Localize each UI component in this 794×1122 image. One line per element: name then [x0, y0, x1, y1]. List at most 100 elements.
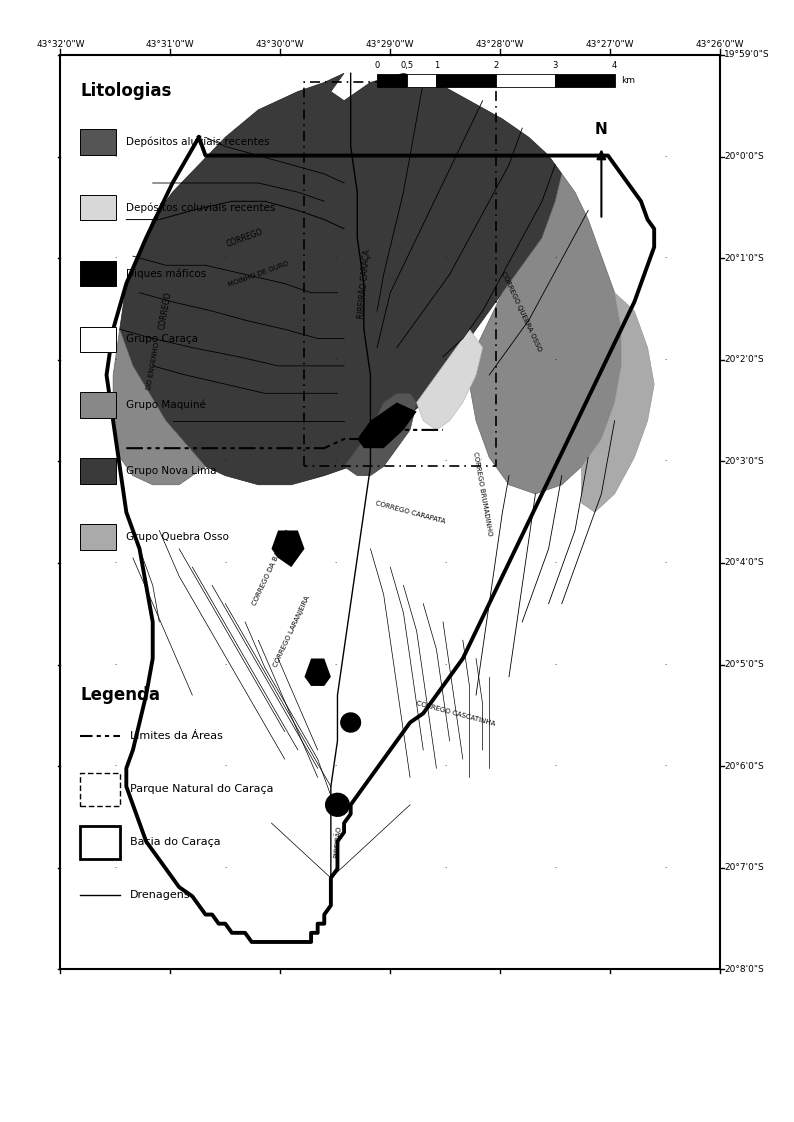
Text: Depósitos coluviais recentes: Depósitos coluviais recentes	[126, 202, 276, 213]
Text: 0,5: 0,5	[400, 61, 414, 70]
Bar	[80, 826, 120, 858]
Text: Bacia do Caraça: Bacia do Caraça	[129, 837, 220, 847]
Text: ·: ·	[444, 865, 446, 871]
Text: ·: ·	[114, 560, 117, 565]
Text: ·: ·	[554, 560, 557, 565]
Text: ·: ·	[114, 966, 117, 973]
Polygon shape	[272, 531, 304, 567]
Bar	[80, 195, 117, 221]
Text: ·: ·	[444, 357, 446, 362]
Point	[115, 729, 125, 743]
Text: ·: ·	[554, 255, 557, 261]
Bar	[437, 74, 495, 88]
Text: ·: ·	[664, 255, 666, 261]
Text: CÓRREGO DA BALAGEM: CÓRREGO DA BALAGEM	[251, 528, 292, 606]
Text: ·: ·	[554, 357, 557, 362]
Text: ·: ·	[224, 662, 226, 668]
Text: ·: ·	[664, 966, 666, 973]
Text: 0: 0	[375, 61, 380, 70]
Text: ·: ·	[334, 966, 337, 973]
Text: ·: ·	[554, 154, 557, 159]
Text: 43°28'0"W: 43°28'0"W	[476, 40, 525, 49]
Text: ·: ·	[114, 255, 117, 261]
Text: ·: ·	[664, 662, 666, 668]
Text: 43°31'0"W: 43°31'0"W	[146, 40, 195, 49]
Text: 20°0'0"S: 20°0'0"S	[724, 153, 764, 162]
Bar	[80, 327, 117, 352]
Text: Limites da Áreas: Limites da Áreas	[129, 732, 222, 742]
Text: ·: ·	[224, 255, 226, 261]
Polygon shape	[344, 394, 417, 476]
Text: MOINHO DE OURO: MOINHO DE OURO	[227, 260, 289, 288]
Polygon shape	[120, 73, 562, 485]
Text: ·: ·	[664, 763, 666, 770]
Text: DO ENGENHO: DO ENGENHO	[145, 342, 160, 390]
Text: 43°32'0"W: 43°32'0"W	[36, 40, 85, 49]
Text: ·: ·	[444, 966, 446, 973]
Text: 20°8'0"S: 20°8'0"S	[724, 965, 764, 974]
Text: ·: ·	[224, 966, 226, 973]
Bar	[80, 260, 117, 286]
Text: 20°5'0"S: 20°5'0"S	[724, 660, 764, 669]
Bar	[80, 458, 117, 484]
Text: CÓRREGO QUEBRA OSSO: CÓRREGO QUEBRA OSSO	[500, 269, 544, 352]
Point	[115, 889, 125, 902]
Text: 3: 3	[553, 61, 558, 70]
Text: ·: ·	[444, 763, 446, 770]
Text: ·: ·	[444, 255, 446, 261]
Text: Grupo Quebra Osso: Grupo Quebra Osso	[126, 532, 229, 542]
Bar	[80, 524, 117, 550]
Text: RIBEIRÃO: RIBEIRÃO	[333, 825, 342, 858]
Text: ·: ·	[664, 357, 666, 362]
Text: ·: ·	[334, 357, 337, 362]
Text: 1: 1	[434, 61, 439, 70]
Text: ·: ·	[444, 154, 446, 159]
Text: ·: ·	[444, 662, 446, 668]
Text: ·: ·	[224, 357, 226, 362]
Point	[75, 729, 85, 743]
Bar	[80, 773, 120, 806]
Text: Legenda: Legenda	[80, 686, 160, 703]
Text: ·: ·	[664, 865, 666, 871]
Text: Depósitos aluviais recentes: Depósitos aluviais recentes	[126, 137, 270, 147]
Text: ·: ·	[554, 763, 557, 770]
Text: 20°3'0"S: 20°3'0"S	[724, 457, 764, 466]
Text: ·: ·	[334, 154, 337, 159]
Polygon shape	[326, 793, 349, 817]
Text: Litologias: Litologias	[80, 82, 172, 100]
Text: ·: ·	[114, 763, 117, 770]
Polygon shape	[304, 659, 331, 686]
Bar	[80, 393, 117, 419]
Text: ·: ·	[224, 763, 226, 770]
Text: ·: ·	[554, 52, 557, 58]
Text: 20°1'0"S: 20°1'0"S	[724, 254, 764, 263]
Text: 2: 2	[493, 61, 499, 70]
Text: 19°59'0"S: 19°59'0"S	[724, 50, 769, 59]
Text: ·: ·	[224, 154, 226, 159]
Text: ·: ·	[444, 459, 446, 465]
Text: ·: ·	[114, 459, 117, 465]
Text: 43°27'0"W: 43°27'0"W	[586, 40, 634, 49]
Text: ·: ·	[334, 560, 337, 565]
Text: ·: ·	[114, 154, 117, 159]
Text: Grupo Maquiné: Grupo Maquiné	[126, 399, 206, 411]
Text: ·: ·	[224, 52, 226, 58]
Polygon shape	[581, 293, 654, 512]
Bar	[80, 129, 117, 155]
Text: ·: ·	[334, 255, 337, 261]
Polygon shape	[469, 174, 621, 494]
Text: ·: ·	[444, 560, 446, 565]
Text: ·: ·	[224, 560, 226, 565]
Polygon shape	[341, 712, 360, 732]
Text: Diques máficos: Diques máficos	[126, 268, 206, 278]
Text: CÓRREGO: CÓRREGO	[225, 227, 264, 249]
Text: 43°30'0"W: 43°30'0"W	[256, 40, 305, 49]
Text: ·: ·	[334, 52, 337, 58]
Text: ·: ·	[334, 459, 337, 465]
Text: ·: ·	[224, 865, 226, 871]
Text: N: N	[595, 122, 607, 137]
Text: 20°7'0"S: 20°7'0"S	[724, 863, 764, 872]
Text: Parque Natural do Caraça: Parque Natural do Caraça	[129, 784, 273, 794]
Text: CÓRREGO LARANJEIRA: CÓRREGO LARANJEIRA	[272, 595, 311, 668]
Text: 20°4'0"S: 20°4'0"S	[724, 559, 764, 568]
